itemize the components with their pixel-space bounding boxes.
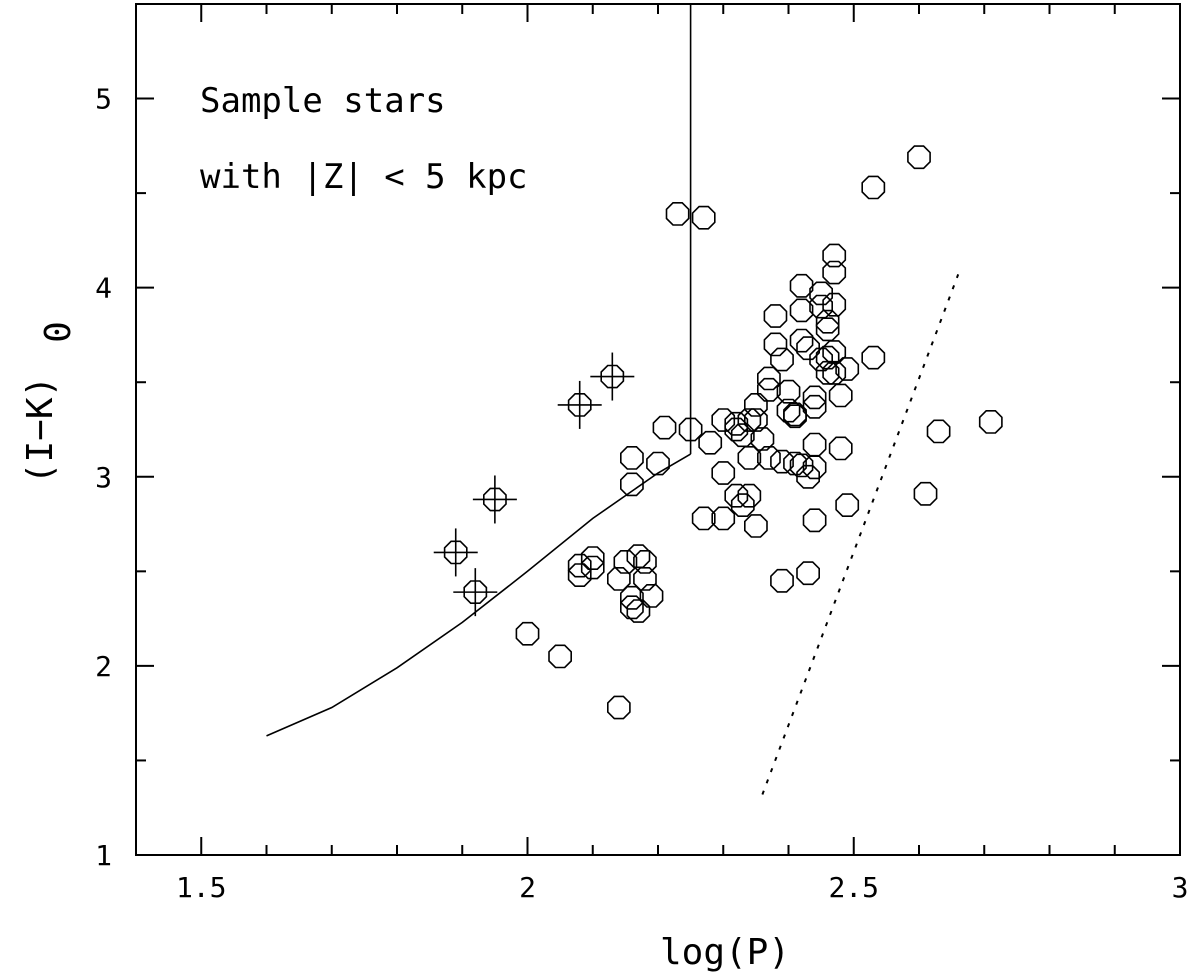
data-point	[691, 506, 716, 531]
data-point	[835, 493, 860, 518]
y-axis-title: (I−K)	[20, 376, 61, 484]
data-point	[802, 385, 827, 410]
model-lines	[266, 4, 960, 795]
data-point	[822, 260, 847, 285]
annotation-line-2: with |Z| < 5 kpc	[200, 157, 528, 197]
tick-labels: 1.5 2 2.5 3 1 2 3 4 5	[95, 83, 1188, 904]
data-point	[763, 332, 788, 357]
data-point	[828, 436, 853, 461]
data-point	[515, 621, 540, 646]
data-point	[567, 563, 592, 588]
data-points	[433, 145, 1003, 720]
x-tick-label: 2	[519, 871, 536, 904]
data-point	[613, 549, 638, 574]
data-point	[815, 309, 840, 334]
data-point	[796, 464, 821, 489]
data-point	[861, 345, 886, 370]
data-point	[737, 483, 762, 508]
x-tick-label: 3	[1172, 871, 1189, 904]
data-point	[835, 357, 860, 381]
data-point	[815, 345, 840, 370]
data-point	[606, 566, 631, 591]
ticks	[136, 4, 1181, 856]
data-point	[646, 451, 670, 476]
data-point	[691, 205, 716, 230]
y-axis-title-subscript: 0	[38, 321, 79, 343]
data-point	[822, 340, 847, 364]
data-point	[711, 506, 736, 531]
data-point	[482, 487, 507, 512]
data-point	[802, 394, 827, 419]
data-point	[796, 561, 821, 586]
data-point	[750, 427, 775, 451]
data-point	[711, 461, 736, 485]
data-point	[463, 580, 488, 605]
data-point	[743, 392, 768, 417]
data-point	[743, 408, 768, 432]
data-point	[724, 483, 749, 508]
data-point	[743, 514, 768, 538]
data-point	[822, 243, 847, 268]
data-point	[770, 449, 794, 474]
y-tick-label: 3	[95, 461, 112, 494]
x-axis-title: log(P)	[660, 932, 790, 973]
y-tick-label: 2	[95, 650, 112, 683]
data-point	[567, 392, 592, 417]
data-point	[698, 430, 723, 455]
plot-frame	[135, 3, 1181, 856]
data-point	[907, 145, 931, 170]
y-tick-label: 4	[95, 272, 112, 305]
y-tick-label: 1	[95, 839, 112, 872]
data-point	[633, 566, 657, 591]
data-point	[665, 202, 690, 226]
data-point	[606, 695, 631, 720]
annotation-line-1: Sample stars	[200, 81, 446, 121]
x-tick-label: 1.5	[176, 871, 227, 904]
data-point	[626, 544, 651, 569]
data-point	[756, 377, 781, 402]
data-point	[802, 455, 827, 480]
data-point	[789, 453, 814, 478]
solid-curve	[266, 453, 692, 737]
data-point	[619, 445, 644, 470]
data-point	[619, 472, 644, 497]
data-point	[822, 292, 847, 317]
data-point	[548, 644, 573, 669]
data-point	[913, 481, 938, 506]
data-point	[652, 415, 677, 440]
x-tick-label: 2.5	[828, 871, 879, 904]
y-axis-title-group: (I−K)	[20, 376, 61, 484]
data-point	[580, 555, 605, 580]
data-point	[770, 347, 794, 372]
dotted-line	[761, 274, 960, 795]
data-point	[600, 364, 625, 389]
data-point	[802, 508, 827, 533]
data-point	[756, 366, 781, 391]
data-point	[443, 540, 468, 565]
data-point	[737, 445, 762, 470]
data-point	[580, 546, 605, 571]
data-point	[639, 583, 664, 608]
data-point	[789, 328, 814, 353]
data-point	[861, 175, 886, 200]
data-point	[763, 304, 788, 328]
data-point	[730, 493, 755, 518]
data-point	[802, 432, 827, 457]
data-point	[626, 599, 651, 623]
data-point	[678, 417, 703, 442]
data-point	[633, 549, 657, 574]
data-point	[770, 568, 794, 593]
data-point	[926, 419, 951, 444]
data-point	[978, 409, 1003, 434]
data-point	[567, 553, 592, 578]
data-point	[828, 383, 853, 408]
y-tick-label: 5	[95, 83, 112, 116]
y-axis-subscript-group: 0	[38, 321, 79, 343]
data-point	[789, 273, 814, 298]
